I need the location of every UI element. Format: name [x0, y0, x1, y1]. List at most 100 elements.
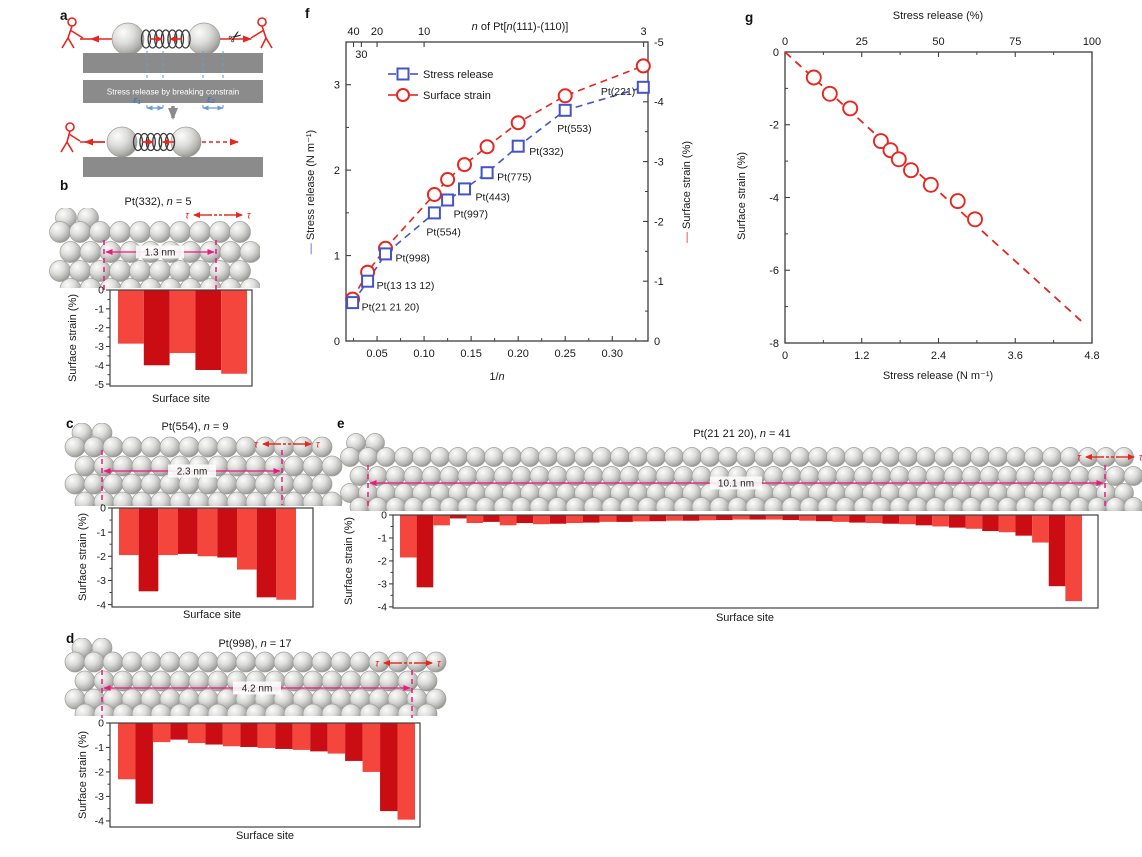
tick-label: 1 [334, 250, 340, 262]
bar [292, 723, 311, 750]
point-label: Pt(332) [529, 146, 563, 158]
stick-figure-left-top [61, 17, 84, 49]
atom-sphere [907, 497, 928, 511]
bar [632, 515, 650, 522]
atom-sphere [943, 497, 964, 511]
atom-sphere [1042, 447, 1062, 467]
atom-sphere [89, 260, 111, 282]
tau-label-right: τ [437, 659, 442, 670]
tick-label: -3 [95, 791, 104, 803]
atom-sphere [74, 670, 96, 692]
atom-sphere [378, 703, 400, 716]
atom-sphere [655, 497, 676, 511]
panel-a-schematic: ✂ Stress release by breaking constrain ε… [60, 17, 273, 177]
tick-label: -2 [95, 322, 104, 334]
tick-label: -1 [95, 742, 104, 754]
bar [158, 508, 178, 556]
bar [1065, 515, 1082, 602]
atom-sphere [188, 703, 210, 716]
tick-label: -5 [654, 37, 664, 49]
substrate-bar-top [83, 53, 263, 73]
atom-sphere [69, 260, 91, 282]
bar [169, 290, 196, 354]
atom-sphere [646, 447, 666, 467]
atom-sphere [1024, 447, 1044, 467]
bar [899, 515, 916, 525]
atom-sphere [311, 651, 333, 673]
plot-box [109, 722, 421, 828]
bar [765, 515, 783, 520]
atom-sphere [216, 651, 238, 673]
tau-label-right: τ [1139, 453, 1142, 464]
point-label: Pt(775) [497, 171, 531, 183]
panel-label-d: d [66, 631, 75, 646]
tick-label: -2 [769, 120, 779, 132]
data-point [346, 296, 360, 310]
atom-sphere [83, 436, 105, 458]
bar [276, 508, 296, 600]
point-label: Pt(554) [426, 227, 460, 239]
atom-sphere [425, 651, 447, 673]
panel-label-a: a [60, 8, 68, 23]
panel-label-b: b [60, 178, 69, 193]
bar [649, 515, 667, 522]
panel-label-c: c [66, 416, 74, 431]
bar [138, 508, 159, 592]
tick-label: -1 [378, 533, 387, 545]
atom-sphere [216, 473, 238, 495]
atom-sphere [394, 447, 414, 467]
atom-sphere [69, 221, 91, 243]
bar [205, 723, 223, 745]
data-point [557, 88, 573, 104]
atom-sphere [216, 436, 238, 458]
tick-label: -4 [378, 602, 387, 614]
atom-sphere [169, 221, 191, 243]
tick-label: -1 [654, 276, 664, 288]
tick-label: -3 [97, 575, 106, 587]
data-point [480, 166, 494, 180]
bar [466, 515, 484, 524]
atom-sphere [421, 497, 442, 511]
bar [178, 508, 198, 554]
atom-sphere [1105, 497, 1126, 511]
data-point [511, 139, 525, 153]
atom-sphere [226, 703, 248, 716]
panel-c-xlabel: Surface site [183, 609, 241, 621]
atom-sphere [880, 447, 900, 467]
data-point [890, 151, 907, 168]
tick-label: -8 [769, 338, 779, 350]
atom-sphere [159, 651, 181, 673]
point-label: Pt(998) [396, 253, 430, 265]
legend: Stress release Surface strain [388, 67, 493, 102]
bar-chart-c: 0 -1 -2 -3 -4 [97, 503, 314, 611]
data-point [427, 206, 441, 220]
panel-b-ylabel: Surface strain (%) [67, 294, 79, 382]
panel-e: Pt(21 21 20),n = 41 τ τ 10.1 nm 0 -1 -2 -3 -… [340, 428, 1142, 624]
bar [948, 515, 966, 528]
atom-sphere [119, 278, 142, 288]
tick-label: 0.05 [366, 348, 387, 360]
sphere-bottom-left [106, 126, 138, 158]
atom-sphere [321, 455, 343, 477]
tick-label: 3.6 [1008, 350, 1023, 362]
tick-label: -2 [378, 556, 387, 568]
atom-sphere [140, 473, 162, 495]
panel-c-ylabel: Surface strain (%) [77, 513, 89, 601]
bar [170, 723, 188, 740]
bar [782, 515, 800, 521]
tick-label: 25 [856, 36, 868, 48]
atom-sphere [235, 651, 257, 673]
atom-sphere [601, 497, 622, 511]
atom-sphere [169, 260, 191, 282]
panel-d-title: Pt(998), n = 17 [218, 638, 291, 650]
atom-sphere [109, 260, 131, 282]
bar [849, 515, 866, 523]
atom-sphere [1087, 497, 1108, 511]
tick-label: 1.2 [854, 350, 869, 362]
point-label: Pt(443) [476, 192, 510, 204]
bar [152, 723, 171, 743]
tick-label: -2 [95, 767, 104, 779]
bar [240, 723, 258, 747]
atom-sphere [790, 447, 810, 467]
